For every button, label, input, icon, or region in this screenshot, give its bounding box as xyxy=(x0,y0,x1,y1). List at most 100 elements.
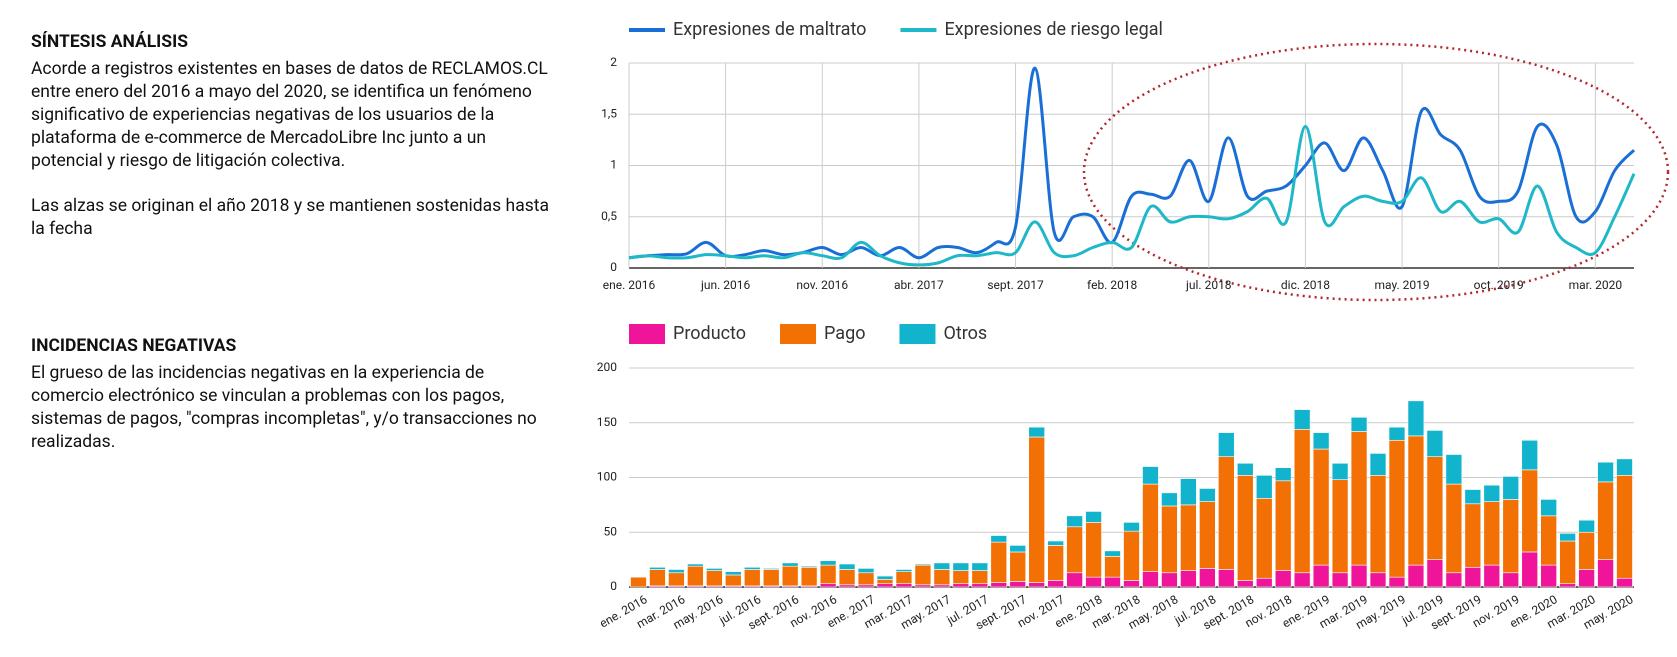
bar-segment xyxy=(1312,564,1330,588)
bar-segment xyxy=(990,535,1008,543)
bar-segment xyxy=(990,582,1008,588)
bar-segment xyxy=(838,563,856,570)
legend-label: Expresiones de riesgo legal xyxy=(944,19,1162,40)
bar-segment xyxy=(1483,564,1501,588)
paragraph: El grueso de las incidencias negativas e… xyxy=(31,363,537,452)
bar-segment xyxy=(876,575,894,580)
bar-segment xyxy=(1274,570,1292,588)
bar-segment xyxy=(1597,481,1614,560)
bar-segment xyxy=(1255,577,1273,588)
bar-segment xyxy=(857,568,875,574)
bar-segment xyxy=(1255,475,1273,499)
bar-segment xyxy=(1104,550,1121,557)
bar-segment xyxy=(1597,461,1614,483)
bar-segment xyxy=(1293,572,1311,588)
bar-segment xyxy=(1559,533,1576,542)
bar-segment xyxy=(1369,453,1387,476)
bar-segment xyxy=(1578,569,1595,588)
paragraph: Las alzas se originan el año 2018 y se m… xyxy=(31,196,549,239)
bar-segment xyxy=(933,584,951,588)
bar-segment xyxy=(630,576,647,588)
bar-segment xyxy=(1388,426,1406,441)
bar-segment xyxy=(1578,531,1595,570)
bar-segment xyxy=(1028,436,1045,583)
bar-segment xyxy=(838,584,856,588)
bar-segment xyxy=(952,562,970,571)
bar-segment xyxy=(1521,551,1538,588)
bar-segment xyxy=(1028,582,1045,588)
line-series xyxy=(628,125,1636,267)
bar-segment xyxy=(1218,432,1235,457)
bar-segment xyxy=(706,570,723,587)
legend-swatch xyxy=(780,324,817,344)
bar-segment xyxy=(857,572,875,586)
bar-segment xyxy=(895,583,913,588)
bar-segment xyxy=(1142,466,1159,485)
bar-segment xyxy=(1483,501,1501,566)
y-tick-label: 150 xyxy=(597,415,617,429)
bar-segment xyxy=(1540,564,1557,588)
bar-segment xyxy=(1616,475,1633,579)
x-tick-label: jul. 2018 xyxy=(1185,278,1232,292)
legend-label: Producto xyxy=(673,323,746,344)
bar-segment xyxy=(1161,492,1178,507)
x-tick-label: nov. 2016 xyxy=(796,278,848,292)
bar-segment xyxy=(1464,566,1482,588)
bar-segment xyxy=(1464,489,1482,505)
x-tick-label: may. 2019 xyxy=(1375,278,1430,292)
x-tick-label: dic. 2018 xyxy=(1281,278,1330,292)
bar-segment xyxy=(876,583,894,588)
bar-segment xyxy=(1255,498,1273,579)
bar-segment xyxy=(1445,572,1463,588)
bar-segment xyxy=(1237,580,1254,588)
bar-segment xyxy=(895,571,913,585)
bar-segment xyxy=(1180,570,1197,588)
legend-label: Pago xyxy=(824,323,865,344)
bar-segment xyxy=(1218,569,1235,588)
y-tick-label: 0,5 xyxy=(601,209,617,223)
bar-segment xyxy=(706,568,723,571)
bar-segment xyxy=(1085,511,1102,523)
bar-segment xyxy=(1369,572,1387,588)
bar-segment xyxy=(1047,545,1064,581)
bar-segment xyxy=(725,574,742,587)
bar-segment xyxy=(743,566,761,570)
bar-segment xyxy=(1237,462,1254,476)
bar-segment xyxy=(933,562,951,570)
bar-segment xyxy=(1559,540,1576,585)
bar-segment xyxy=(1218,456,1235,570)
bar-segment xyxy=(1009,545,1026,553)
bar-segment xyxy=(1369,475,1387,574)
bar-segment xyxy=(1009,581,1026,588)
bar-segment xyxy=(1483,484,1501,502)
y-tick-label: 1 xyxy=(610,158,617,172)
bar-segment xyxy=(1293,429,1311,574)
annotation-ellipse xyxy=(1082,42,1670,302)
bar-segment xyxy=(1445,483,1463,574)
bar-segment xyxy=(1066,515,1083,528)
x-tick-label: feb. 2018 xyxy=(1087,278,1138,292)
bar-segment xyxy=(933,569,951,586)
y-tick-label: 0 xyxy=(610,579,617,593)
bar-segment xyxy=(1464,503,1482,568)
bar-segment xyxy=(1274,467,1292,482)
bar-segment xyxy=(1142,571,1159,588)
bar-segment xyxy=(1578,519,1595,533)
bar-segment xyxy=(1142,483,1159,572)
y-tick-label: 100 xyxy=(597,470,617,484)
bar-segment xyxy=(971,570,989,585)
bar-segment xyxy=(1502,499,1520,574)
bar-segment xyxy=(1199,488,1216,502)
bar-segment xyxy=(1199,501,1216,569)
bar-segment xyxy=(668,569,685,574)
bar-segment xyxy=(762,568,780,570)
bar-segment xyxy=(781,565,799,587)
legend-swatch xyxy=(629,324,665,344)
bar-segment xyxy=(668,572,685,587)
section-title: INCIDENCIAS NEGATIVAS xyxy=(31,336,237,356)
x-tick-label: sept. 2017 xyxy=(987,278,1044,292)
bar-segment xyxy=(1161,572,1178,588)
bar-segment xyxy=(1426,430,1444,457)
bar-segment xyxy=(1028,426,1045,438)
legend-swatch xyxy=(899,324,936,344)
